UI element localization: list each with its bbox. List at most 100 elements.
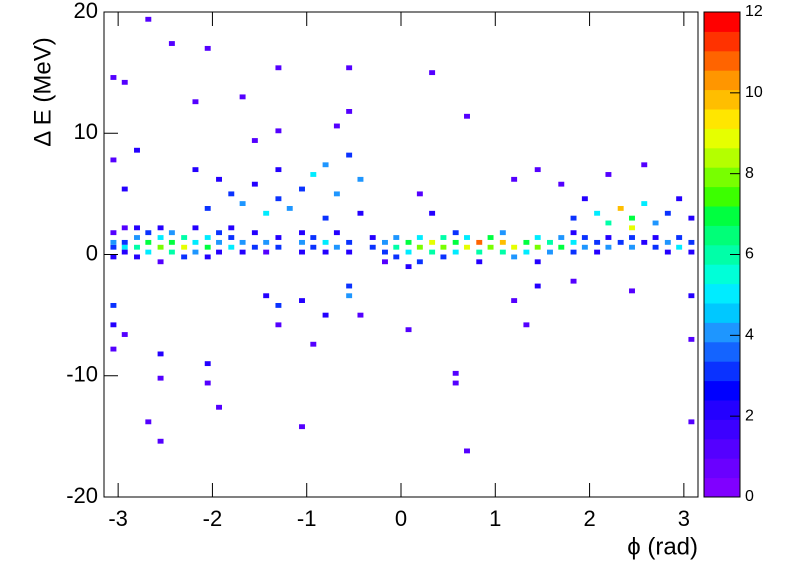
heatmap-cell (393, 235, 400, 240)
heatmap-cell (239, 201, 246, 206)
heatmap-cell (487, 244, 494, 250)
heatmap-cell (263, 210, 270, 216)
heatmap-cell (346, 249, 353, 255)
colorbar-tick-label: 8 (745, 165, 754, 182)
heatmap-cell (617, 239, 624, 245)
heatmap-cell (346, 293, 353, 299)
heatmap-cell (157, 351, 164, 357)
heatmap-cell (251, 181, 258, 187)
heatmap-cell (594, 249, 601, 255)
x-tick-label: -1 (297, 506, 317, 531)
heatmap-cell (452, 370, 459, 376)
heatmap-cell (333, 123, 340, 129)
heatmap-cell (570, 278, 577, 284)
colorbar-band (704, 380, 740, 401)
heatmap-cell (275, 244, 282, 250)
heatmap-cell (204, 206, 211, 211)
colorbar-band (704, 283, 740, 304)
heatmap-cell (110, 254, 117, 260)
heatmap-cell (134, 254, 140, 260)
heatmap-cell (157, 225, 164, 231)
heatmap-cell (157, 259, 164, 265)
colorbar-band (704, 458, 740, 479)
heatmap-cell (157, 438, 164, 444)
heatmap-cell (440, 235, 447, 240)
heatmap-cell (121, 186, 128, 192)
heatmap-cell (570, 230, 577, 236)
heatmap-cell (263, 293, 270, 299)
colorbar-band (704, 477, 740, 498)
heatmap-cell (145, 230, 152, 236)
heatmap-cell (664, 210, 671, 216)
heatmap-cell (121, 249, 128, 255)
heatmap-cell (452, 230, 459, 236)
heatmap-cell (216, 239, 222, 245)
heatmap-cell (382, 259, 388, 265)
heatmap-cell (251, 138, 258, 143)
heatmap-cell (594, 210, 601, 216)
heatmap-cell (641, 162, 648, 168)
heatmap-cell (110, 303, 117, 308)
colorbar-band (704, 438, 740, 459)
heatmap-cell (216, 404, 222, 410)
heatmap-cell (157, 375, 164, 381)
heatmap-cell (464, 244, 470, 250)
y-tick-label: 10 (74, 119, 98, 144)
colorbar-band (704, 361, 740, 382)
x-tick-label: 1 (489, 506, 501, 531)
heatmap-cell (110, 230, 117, 236)
heatmap-cell (110, 244, 117, 250)
heatmap-cell (239, 239, 246, 245)
y-tick-label: 0 (86, 240, 98, 265)
heatmap-cell (333, 230, 340, 236)
heatmap-cell (346, 109, 353, 114)
y-tick-label: -10 (66, 362, 98, 387)
heatmap-cell (605, 244, 612, 250)
heatmap-cell (523, 322, 530, 328)
heatmap-cell (369, 235, 376, 240)
heatmap-cell (275, 322, 282, 328)
heatmap-cell (629, 244, 635, 250)
heatmap-cell (629, 235, 635, 240)
heatmap-cell (499, 239, 506, 245)
colorbar-band (704, 341, 740, 362)
heatmap-cell (511, 244, 518, 250)
heatmap-cell (216, 249, 222, 255)
heatmap-cell (204, 45, 211, 51)
heatmap-cell (251, 230, 258, 236)
heatmap-cell (534, 244, 541, 250)
heatmap-cell (168, 249, 175, 255)
heatmap-cell (228, 191, 235, 197)
heatmap-cell (558, 181, 565, 187)
heatmap-cell (299, 186, 305, 192)
heatmap-cell (393, 244, 400, 250)
heatmap-cell (558, 244, 565, 250)
heatmap-cell (570, 215, 577, 221)
colorbar-band (704, 70, 740, 91)
heatmap-cell (192, 167, 199, 173)
heatmap-cell (534, 167, 541, 173)
heatmap-cell (357, 210, 364, 216)
heatmap-cell (192, 225, 199, 231)
colorbar-tick-label: 2 (745, 407, 754, 424)
heatmap-cell (251, 244, 258, 250)
heatmap-cell (594, 239, 601, 245)
heatmap-cell (605, 235, 612, 240)
colorbar-band (704, 147, 740, 168)
heatmap-cell (652, 235, 659, 240)
colorbar-band (704, 244, 740, 265)
heatmap-cell (617, 206, 624, 211)
heatmap-cell (333, 244, 340, 250)
heatmap-cell (110, 322, 117, 328)
heatmap-cell (429, 210, 436, 216)
heatmap-cell (110, 346, 117, 352)
colorbar-band (704, 31, 740, 52)
heatmap-cell (641, 239, 648, 245)
heatmap-cell (605, 172, 612, 177)
colorbar-tick-label: 4 (745, 327, 754, 344)
x-tick-label: 0 (395, 506, 407, 531)
y-tick-label: -20 (66, 483, 98, 508)
heatmap-cell (558, 235, 565, 240)
heatmap-cell (357, 176, 364, 182)
